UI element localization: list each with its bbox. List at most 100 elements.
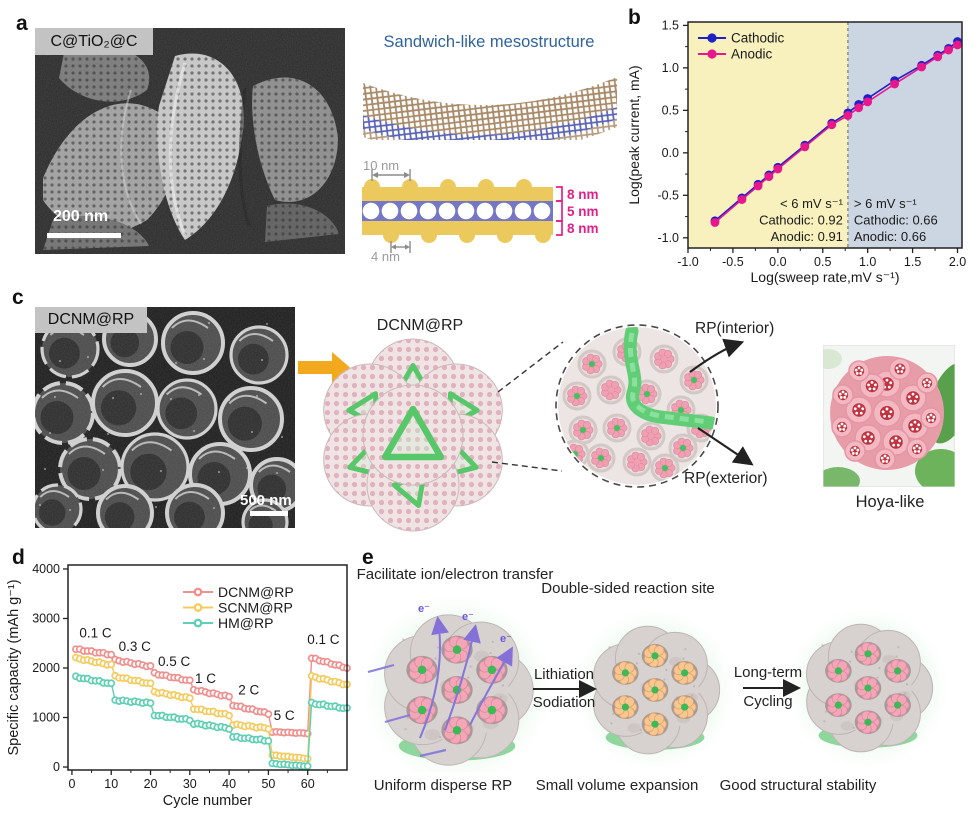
svg-text:1.0: 1.0 [859,255,876,269]
svg-text:1.0: 1.0 [662,61,679,75]
svg-text:0.5: 0.5 [814,255,831,269]
svg-text:Cathodic: 0.92: Cathodic: 0.92 [759,213,843,228]
dim-label-8nm-bottom: 8 nm [567,221,599,236]
kinetics-chart: -1.0 -0.5 0.0 0.5 1.0 1.5 2.0 -1.0 -0.5 0.0 0.5 1.0… [626,18,966,285]
electron-label: e⁻ [418,603,430,615]
panel-d-label: d [12,546,25,569]
panel-e-label: e [362,546,374,569]
svg-text:0: 0 [68,777,75,791]
arrow2-label-bottom: Cycling [743,693,793,710]
svg-text:Cycle number: Cycle number [163,793,253,809]
arrow1-label-top: Lithiation [533,666,595,683]
electron-label: e⁻ [462,611,474,623]
sem-image-ctioc [35,28,345,254]
panel-a-label: a [16,12,28,35]
caption-ion-electron: Facilitate ion/electron transfer [356,566,554,583]
svg-text:1.5: 1.5 [662,18,679,32]
cluster-title: DCNM@RP [376,317,464,334]
svg-text:2 C: 2 C [238,683,259,698]
svg-text:Cathodic: Cathodic [731,31,785,46]
svg-text:50: 50 [261,777,275,791]
caption-uniform-rp: Uniform disperse RP [373,777,513,794]
series-hm-rp [72,672,351,771]
rp-interior-label: RP(interior) [695,320,775,337]
svg-text:Anodic: 0.91: Anodic: 0.91 [771,229,843,244]
svg-text:0.0: 0.0 [662,146,679,160]
sem-a-scalebar-text: 200 nm [53,208,109,225]
svg-text:10: 10 [104,777,118,791]
caption-small-expansion: Small volume expansion [535,777,699,794]
dim-label-10nm: 10 nm [363,158,400,173]
rp-exterior-label: RP(exterior) [684,470,768,487]
svg-text:-1.0: -1.0 [657,231,679,245]
svg-text:0: 0 [53,760,60,774]
svg-text:2000: 2000 [32,661,60,675]
svg-text:5 C: 5 C [274,708,295,723]
svg-text:SCNM@RP: SCNM@RP [218,600,293,616]
sem-c-scalebar [250,511,288,516]
series-anodic [710,40,962,227]
svg-text:2.0: 2.0 [949,255,966,269]
svg-text:< 6 mV s⁻¹: < 6 mV s⁻¹ [780,196,844,211]
sem-c-scalebar-text: 500 nm [240,492,292,509]
sem-image-dcnmrp [35,307,295,528]
svg-text:HM@RP: HM@RP [218,615,273,631]
rp-cluster [567,602,743,772]
svg-text:0.5: 0.5 [662,103,679,117]
sem-c-label: DCNM@RP [47,311,135,328]
svg-text:20: 20 [144,777,158,791]
arrow2-label-top: Long-term [733,664,803,681]
electron-label: e⁻ [500,633,512,645]
dcnm-cluster [323,338,503,532]
svg-text:Anodic: 0.66: Anodic: 0.66 [854,229,926,244]
svg-text:0.1 C: 0.1 C [79,625,112,640]
panel-c-label: c [12,286,24,309]
rp-cluster [780,600,956,772]
sem-a-label-chip: C@TiO₂@C [35,28,153,55]
sem-c-label-chip: DCNM@RP [35,307,147,333]
svg-text:0.5 C: 0.5 C [158,654,191,669]
svg-text:Log(sweep rate,mV s⁻¹): Log(sweep rate,mV s⁻¹) [751,269,900,285]
svg-text:4000: 4000 [32,562,60,576]
svg-text:-1.0: -1.0 [677,255,699,269]
svg-text:1.5: 1.5 [904,255,921,269]
sem-a-label: C@TiO₂@C [50,32,138,50]
svg-text:0.0: 0.0 [769,255,786,269]
schematic-title: Sandwich-like mesostructure [383,33,595,51]
rate-performance-chart: 0 10 20 30 40 50 60 0 1000 2000 3000 4000 Cycle numb… [6,562,351,809]
hoya-caption: Hoya-like [855,493,925,511]
svg-text:Cathodic: 0.66: Cathodic: 0.66 [854,213,938,228]
svg-text:1 C: 1 C [195,671,216,686]
dim-label-4nm: 4 nm [371,249,400,264]
svg-text:DCNM@RP: DCNM@RP [218,584,294,600]
svg-text:Anodic: Anodic [731,47,773,62]
caption-structural-stability: Good structural stability [719,777,877,794]
dcnm-schematic-graphics [298,324,955,532]
sandwich-mesh-graphic [363,77,617,140]
caption-double-sided: Double-sided reaction site [541,580,715,597]
dim-label-8nm-top: 8 nm [567,187,599,202]
svg-text:-0.5: -0.5 [657,188,679,202]
svg-text:> 6 mV s⁻¹: > 6 mV s⁻¹ [854,196,918,211]
svg-text:Log(peak current, mA): Log(peak current, mA) [626,65,642,204]
zoom-detail [558,327,716,485]
sem-a-scalebar [47,233,121,238]
svg-text:1000: 1000 [32,711,60,725]
svg-text:30: 30 [183,777,197,791]
svg-text:40: 40 [222,777,236,791]
cross-section-graphic [362,169,563,253]
svg-text:Specific capacity (mAh g⁻¹): Specific capacity (mAh g⁻¹) [6,579,22,755]
hoya-photo [823,345,955,487]
svg-text:60: 60 [301,777,315,791]
svg-text:-0.5: -0.5 [722,255,744,269]
dim-label-5nm: 5 nm [567,204,599,219]
svg-text:0.3 C: 0.3 C [119,639,152,654]
panel-b-label: b [628,6,641,29]
series-dcnm-rp [72,645,351,738]
arrow1-label-bottom: Sodiation [532,694,596,711]
mechanism-schematic-graphics: e⁻ e⁻ e⁻ [360,586,956,772]
svg-text:0.1 C: 0.1 C [307,632,340,647]
